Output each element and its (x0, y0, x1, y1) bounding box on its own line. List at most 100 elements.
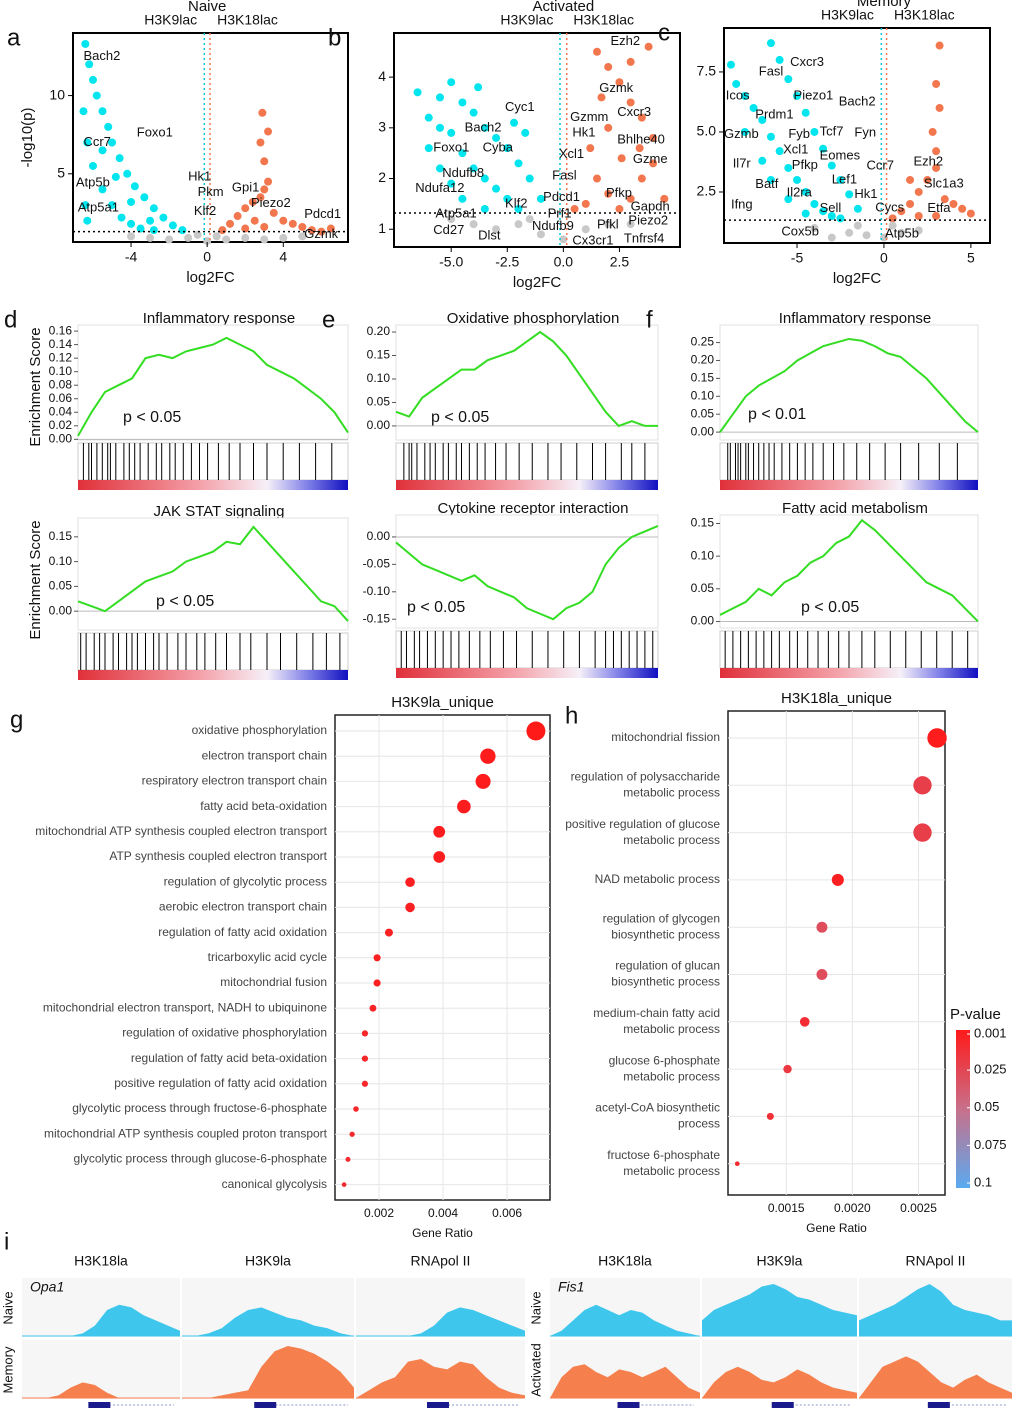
gene-label: Ccr7 (83, 134, 110, 149)
dot (475, 773, 491, 789)
x-tick-label: -5.0 (439, 254, 463, 270)
point (264, 127, 273, 136)
group-label: H3K18lac (894, 7, 955, 23)
plot-frame (77, 324, 349, 441)
point (593, 174, 602, 183)
point (581, 225, 590, 234)
point (853, 221, 862, 230)
point (250, 216, 259, 225)
point (92, 91, 101, 100)
signal-track (859, 1284, 1012, 1336)
y-tick-label: 0.16 (49, 323, 73, 337)
point (193, 230, 202, 239)
signal-track (182, 1346, 354, 1398)
gene-label: Sell (820, 200, 842, 215)
point (827, 233, 836, 242)
p-value-label: p < 0.05 (123, 409, 181, 426)
gene-label: Ndufb8 (442, 165, 484, 180)
category-label: acetyl-CoA biosynthetic (595, 1101, 720, 1115)
y-tick-label: 0.00 (49, 603, 73, 617)
gene-exon (254, 1402, 277, 1408)
gene-label: Dlst (478, 227, 501, 242)
point (888, 214, 897, 223)
gene-label: Gapdh (631, 198, 670, 213)
y-tick-label: 0.15 (367, 348, 391, 362)
point (935, 41, 944, 50)
group-label: H3K9lac (144, 12, 197, 28)
point (801, 187, 810, 196)
point (644, 42, 653, 51)
point (260, 185, 269, 194)
point (514, 204, 523, 213)
y-axis-label: -log10(p) (19, 107, 36, 167)
y-axis-label: Enrichment Score (27, 327, 44, 446)
point (130, 182, 139, 191)
point (906, 199, 915, 208)
x-tick-label: 0.0015 (768, 1201, 805, 1215)
point (949, 199, 958, 208)
point (740, 91, 749, 100)
point (784, 163, 793, 172)
dot (433, 851, 446, 863)
point (435, 123, 444, 132)
y-tick-label: 10 (49, 86, 65, 102)
column-label: RNApol II (411, 1253, 471, 1269)
x-tick-label: 4 (279, 249, 287, 265)
point (203, 237, 212, 246)
y-tick-label: 0.10 (49, 554, 73, 568)
gene-label: Foxo1 (137, 125, 173, 140)
point (766, 175, 775, 184)
point (81, 39, 90, 48)
dot (783, 1064, 792, 1074)
x-tick-label: -4 (125, 249, 138, 265)
dot (913, 776, 932, 795)
point (626, 57, 635, 66)
gene-label: Etfa (927, 200, 951, 215)
point (178, 226, 187, 235)
gene-label: Ccr7 (867, 157, 894, 172)
hits-frame (719, 442, 979, 481)
gene-name: Fis1 (558, 1279, 584, 1295)
y-axis-label: Enrichment Score (27, 520, 44, 639)
point (914, 211, 923, 220)
point (932, 211, 941, 220)
y-tick-label: 0.25 (691, 335, 715, 349)
y-tick-label: 0.15 (691, 371, 715, 385)
x-axis-label: log2FC (833, 270, 882, 287)
point (127, 219, 136, 228)
point (604, 189, 613, 198)
signal-track (356, 1359, 525, 1398)
gene-label: Xcl1 (559, 146, 584, 161)
category-label: regulation of glycolytic process (164, 874, 327, 888)
category-label: electron transport chain (202, 748, 327, 762)
gene-label: Pfkp (606, 185, 632, 200)
category-label: oxidative phosphorylation (192, 723, 327, 737)
row-label: Activated (528, 1343, 543, 1396)
dot (361, 1080, 369, 1087)
point (819, 207, 828, 216)
category-label: biosynthetic process (611, 927, 720, 941)
point (914, 187, 923, 196)
point (749, 103, 758, 112)
point (98, 185, 107, 194)
enrichment-line (719, 337, 979, 433)
hits-frame (395, 630, 659, 669)
point (897, 207, 906, 216)
plot-frame (393, 32, 681, 248)
point (536, 230, 545, 239)
x-tick-label: 0.0020 (834, 1201, 871, 1215)
panel-letter: c (658, 19, 670, 46)
point (279, 233, 288, 242)
gene-exon (88, 1402, 111, 1408)
point (492, 225, 501, 234)
point (317, 227, 326, 236)
category-label: mitochondrial electron transport, NADH t… (43, 1000, 327, 1014)
colorbar-tick-label: 0.075 (974, 1137, 1007, 1152)
point (758, 115, 767, 124)
dot (831, 873, 844, 886)
dot (927, 728, 947, 748)
gene-label: Ndufb9 (532, 218, 574, 233)
point (85, 60, 94, 69)
point (637, 113, 646, 122)
dot (369, 1004, 377, 1012)
